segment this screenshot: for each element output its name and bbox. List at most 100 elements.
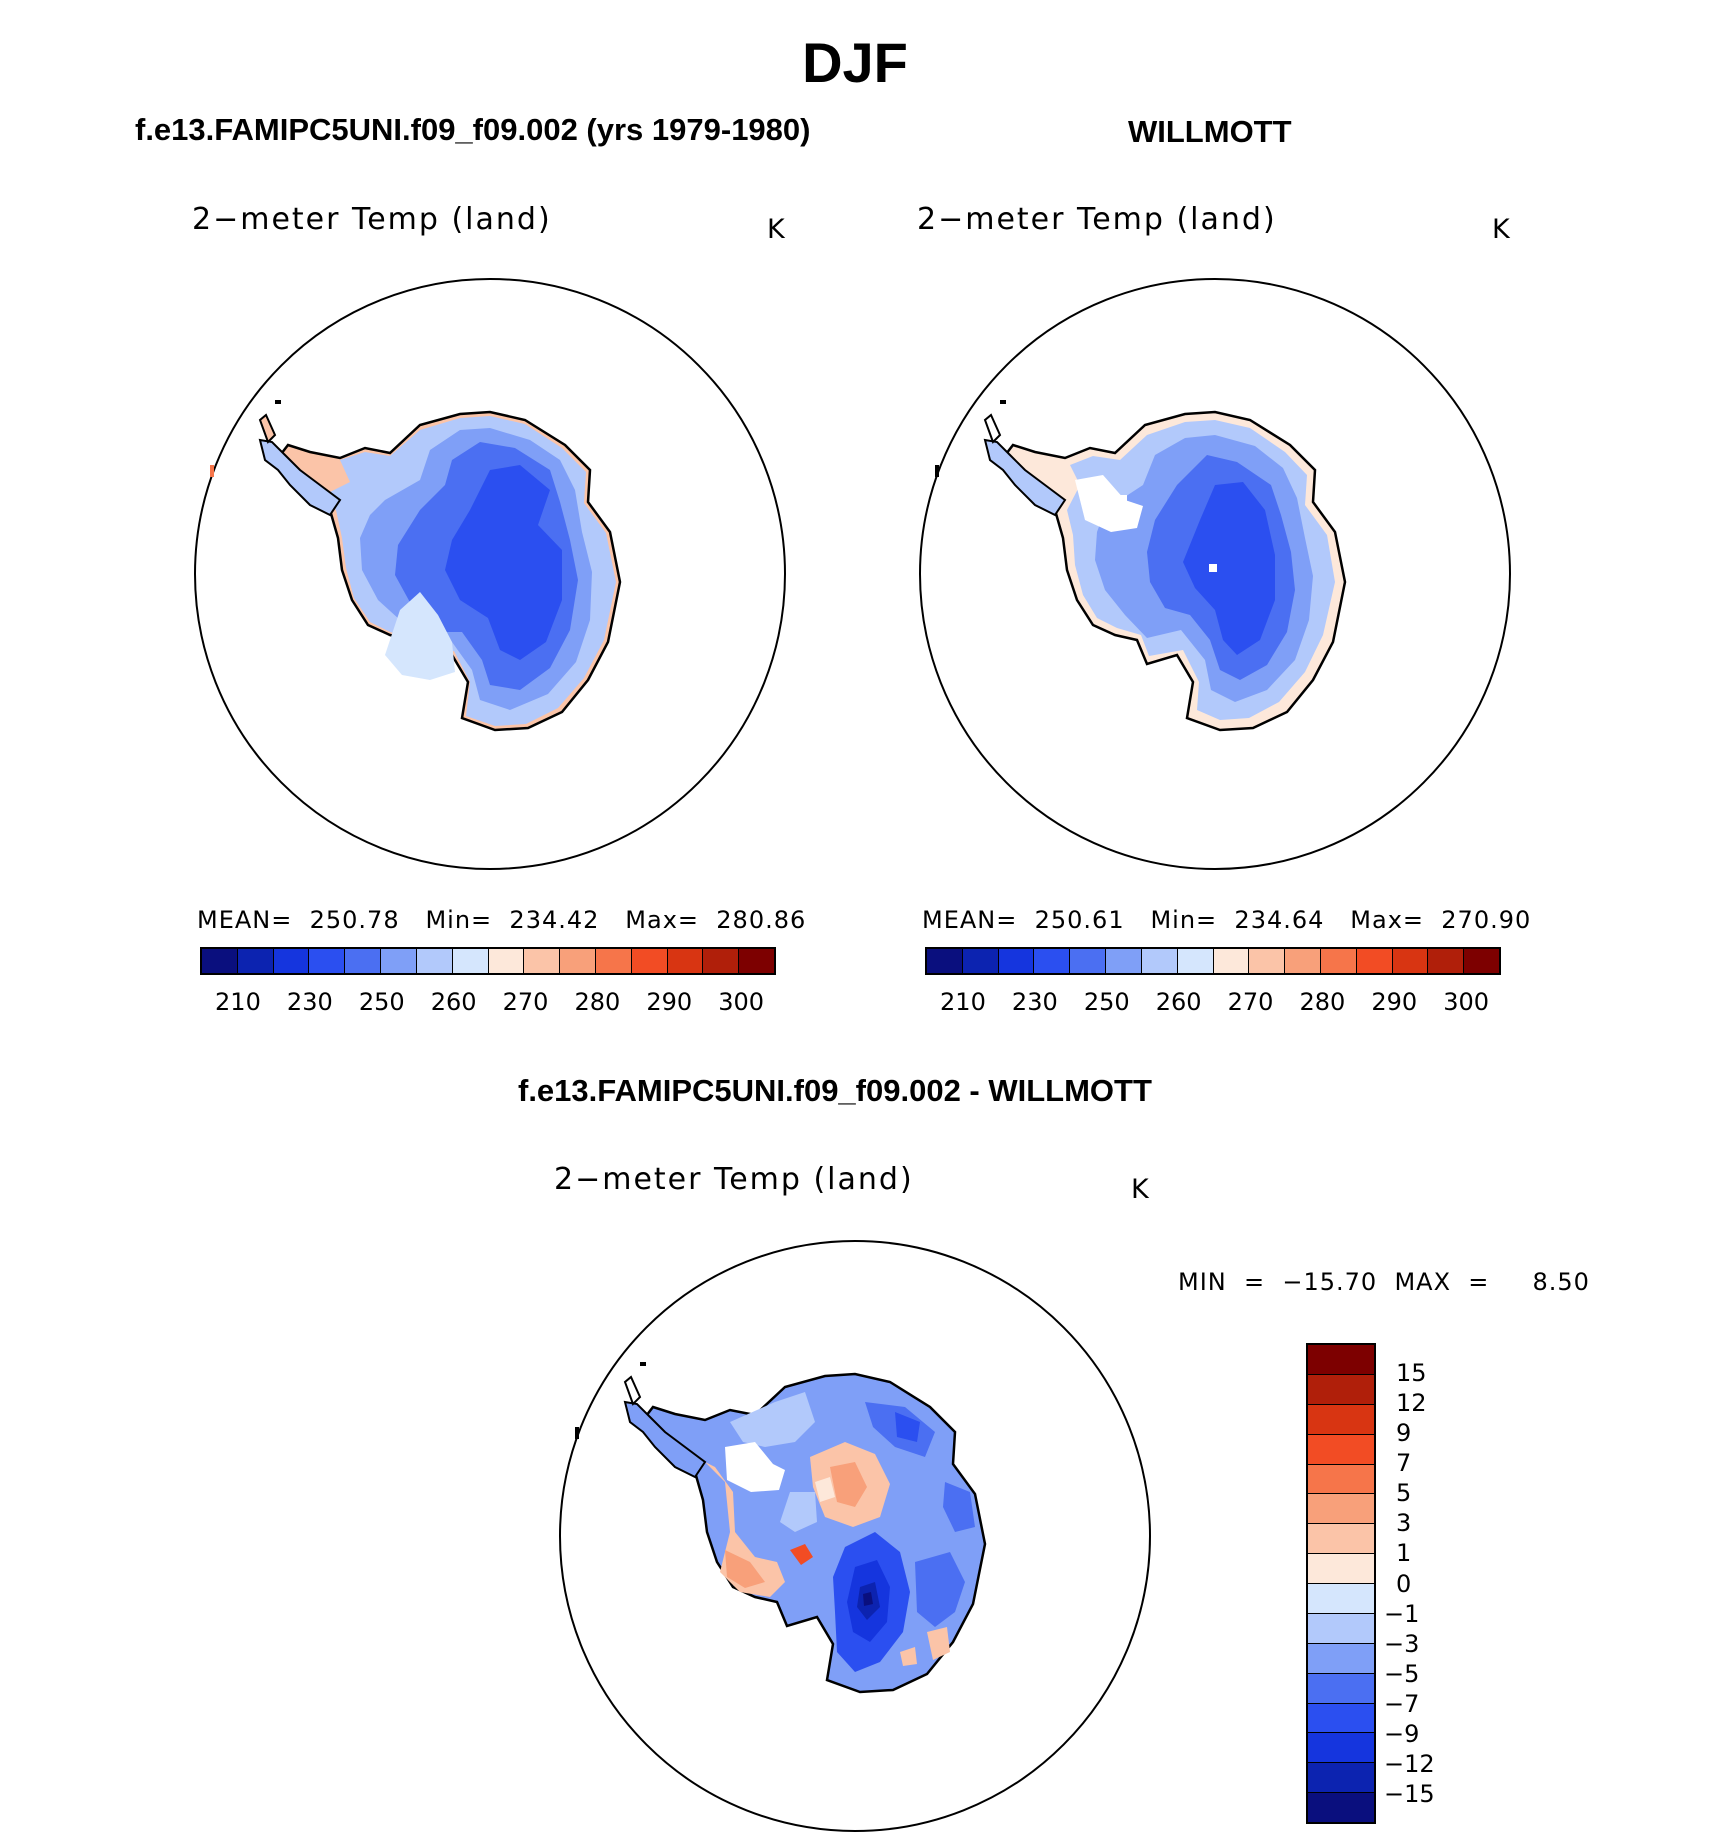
model-colorbar-tick-label: 300 xyxy=(718,988,765,1016)
diff-colorbar-tick-label: −9 xyxy=(1384,1719,1420,1748)
diff-colorbar-swatch xyxy=(1308,1464,1374,1495)
obs-colorbar-swatch xyxy=(1356,949,1393,973)
obs-colorbar-swatch xyxy=(1320,949,1357,973)
diff-colorbar-swatch xyxy=(1308,1673,1374,1704)
diff-colorbar-tick-label: 12 xyxy=(1396,1389,1427,1418)
model-colorbar-swatch xyxy=(381,949,417,973)
model-stats: MEAN= 250.78 Min= 234.42 Max= 280.86 xyxy=(197,906,807,934)
obs-colorbar-swatch xyxy=(1213,949,1250,973)
diff-colorbar-swatch xyxy=(1308,1763,1374,1794)
obs-colorbar xyxy=(925,947,1501,975)
model-colorbar-swatch xyxy=(488,949,525,973)
diff-colorbar-tick-label: 5 xyxy=(1396,1479,1412,1508)
model-variable-label: 2−meter Temp (land) xyxy=(192,202,552,237)
diff-colorbar-swatch xyxy=(1308,1613,1374,1644)
model-colorbar-swatch xyxy=(703,949,740,973)
diff-colorbar-swatch xyxy=(1308,1345,1374,1375)
diff-colorbar-tick-label: −1 xyxy=(1384,1599,1420,1628)
model-colorbar-swatch xyxy=(667,949,704,973)
model-colorbar-tick-label: 250 xyxy=(358,988,405,1016)
diff-colorbar-swatch xyxy=(1308,1793,1374,1822)
model-unit-label: K xyxy=(767,214,785,245)
model-antarctica-field xyxy=(210,400,622,732)
obs-colorbar-swatch xyxy=(1285,949,1321,973)
model-colorbar-tick-label: 270 xyxy=(502,988,549,1016)
obs-colorbar-tick-label: 290 xyxy=(1371,988,1418,1016)
obs-variable-label: 2−meter Temp (land) xyxy=(917,202,1277,237)
diff-colorbar-swatch xyxy=(1308,1404,1374,1435)
obs-polar-map xyxy=(919,278,1511,870)
diff-colorbar-tick-label: 15 xyxy=(1396,1359,1427,1388)
obs-colorbar-swatch xyxy=(1428,949,1465,973)
model-colorbar-swatch xyxy=(202,949,238,973)
model-colorbar-swatch xyxy=(309,949,346,973)
diff-unit-label: K xyxy=(1131,1174,1149,1205)
obs-colorbar-swatch xyxy=(1141,949,1178,973)
obs-stats: MEAN= 250.61 Min= 234.64 Max= 270.90 xyxy=(922,906,1532,934)
model-colorbar-tick-label: 210 xyxy=(215,988,261,1016)
model-colorbar-swatch xyxy=(345,949,382,973)
obs-colorbar-tick-label: 230 xyxy=(1011,988,1058,1016)
obs-colorbar-tick-label: 270 xyxy=(1227,988,1274,1016)
diff-stats: MIN = −15.70 MAX = 8.50 xyxy=(1178,1268,1590,1296)
obs-colorbar-tick-label: 210 xyxy=(940,988,986,1016)
obs-unit-label: K xyxy=(1492,214,1510,245)
obs-colorbar-tick-label: 260 xyxy=(1155,988,1202,1016)
diff-antarctica-field xyxy=(575,1362,987,1694)
model-colorbar-swatch xyxy=(595,949,632,973)
obs-colorbar-ticks: 210 230 250 260 270 280 290 300 xyxy=(927,988,1502,1016)
obs-colorbar-swatch xyxy=(962,949,999,973)
obs-antarctica-field xyxy=(935,400,1347,732)
obs-colorbar-swatch xyxy=(1106,949,1142,973)
model-colorbar-swatch xyxy=(416,949,453,973)
model-colorbar-swatch xyxy=(739,949,774,973)
diff-colorbar-tick-label: −5 xyxy=(1384,1659,1420,1688)
diff-colorbar-swatch xyxy=(1308,1703,1374,1734)
diff-colorbar-swatch xyxy=(1308,1494,1374,1525)
obs-colorbar-swatch xyxy=(1392,949,1429,973)
obs-colorbar-swatch xyxy=(1249,949,1286,973)
diff-colorbar-swatch xyxy=(1308,1554,1374,1584)
diff-colorbar-tick-label: −12 xyxy=(1384,1749,1435,1778)
diff-case-title: f.e13.FAMIPC5UNI.f09_f09.002 - WILLMOTT xyxy=(518,1073,1152,1108)
obs-colorbar-swatch xyxy=(1070,949,1107,973)
model-case-title: f.e13.FAMIPC5UNI.f09_f09.002 (yrs 1979-1… xyxy=(135,112,811,147)
model-colorbar-tick-label: 280 xyxy=(574,988,621,1016)
diff-colorbar-swatch xyxy=(1308,1374,1374,1405)
diff-colorbar-ticks: 15 12 9 7 5 3 1 0 −1 −3 −5 −7 −9 −12 −15 xyxy=(1384,1343,1464,1824)
diff-colorbar-swatch xyxy=(1308,1733,1374,1764)
diff-colorbar-swatch xyxy=(1308,1434,1374,1465)
diff-colorbar xyxy=(1306,1343,1376,1824)
diff-colorbar-tick-label: 0 xyxy=(1396,1569,1412,1598)
model-colorbar-swatch xyxy=(631,949,668,973)
obs-colorbar-tick-label: 250 xyxy=(1083,988,1130,1016)
diff-colorbar-tick-label: −7 xyxy=(1384,1689,1420,1718)
diff-colorbar-tick-label: 1 xyxy=(1396,1539,1412,1568)
diff-colorbar-tick-label: 3 xyxy=(1396,1509,1412,1538)
figure-title: DJF xyxy=(802,31,908,94)
diff-colorbar-tick-label: 9 xyxy=(1396,1419,1412,1448)
obs-colorbar-swatch xyxy=(998,949,1035,973)
model-colorbar-swatch xyxy=(452,949,489,973)
obs-colorbar-swatch xyxy=(1177,949,1214,973)
model-colorbar-ticks: 210 230 250 260 270 280 290 300 xyxy=(202,988,777,1016)
diff-colorbar-swatch xyxy=(1308,1584,1374,1614)
model-polar-map xyxy=(194,278,786,870)
model-colorbar-tick-label: 260 xyxy=(430,988,477,1016)
model-colorbar xyxy=(200,947,776,975)
diff-colorbar-swatch xyxy=(1308,1643,1374,1674)
obs-colorbar-tick-label: 280 xyxy=(1299,988,1346,1016)
diff-variable-label: 2−meter Temp (land) xyxy=(554,1162,914,1197)
model-colorbar-tick-label: 230 xyxy=(286,988,333,1016)
diff-colorbar-swatch xyxy=(1308,1524,1374,1555)
diff-colorbar-tick-label: −3 xyxy=(1384,1629,1420,1658)
obs-colorbar-swatch xyxy=(927,949,963,973)
model-colorbar-swatch xyxy=(560,949,596,973)
obs-colorbar-swatch xyxy=(1464,949,1499,973)
diff-colorbar-tick-label: 7 xyxy=(1396,1449,1412,1478)
model-colorbar-swatch xyxy=(273,949,310,973)
obs-case-title: WILLMOTT xyxy=(1128,114,1292,149)
diff-polar-map xyxy=(559,1240,1151,1832)
model-colorbar-tick-label: 290 xyxy=(646,988,693,1016)
model-colorbar-swatch xyxy=(237,949,274,973)
